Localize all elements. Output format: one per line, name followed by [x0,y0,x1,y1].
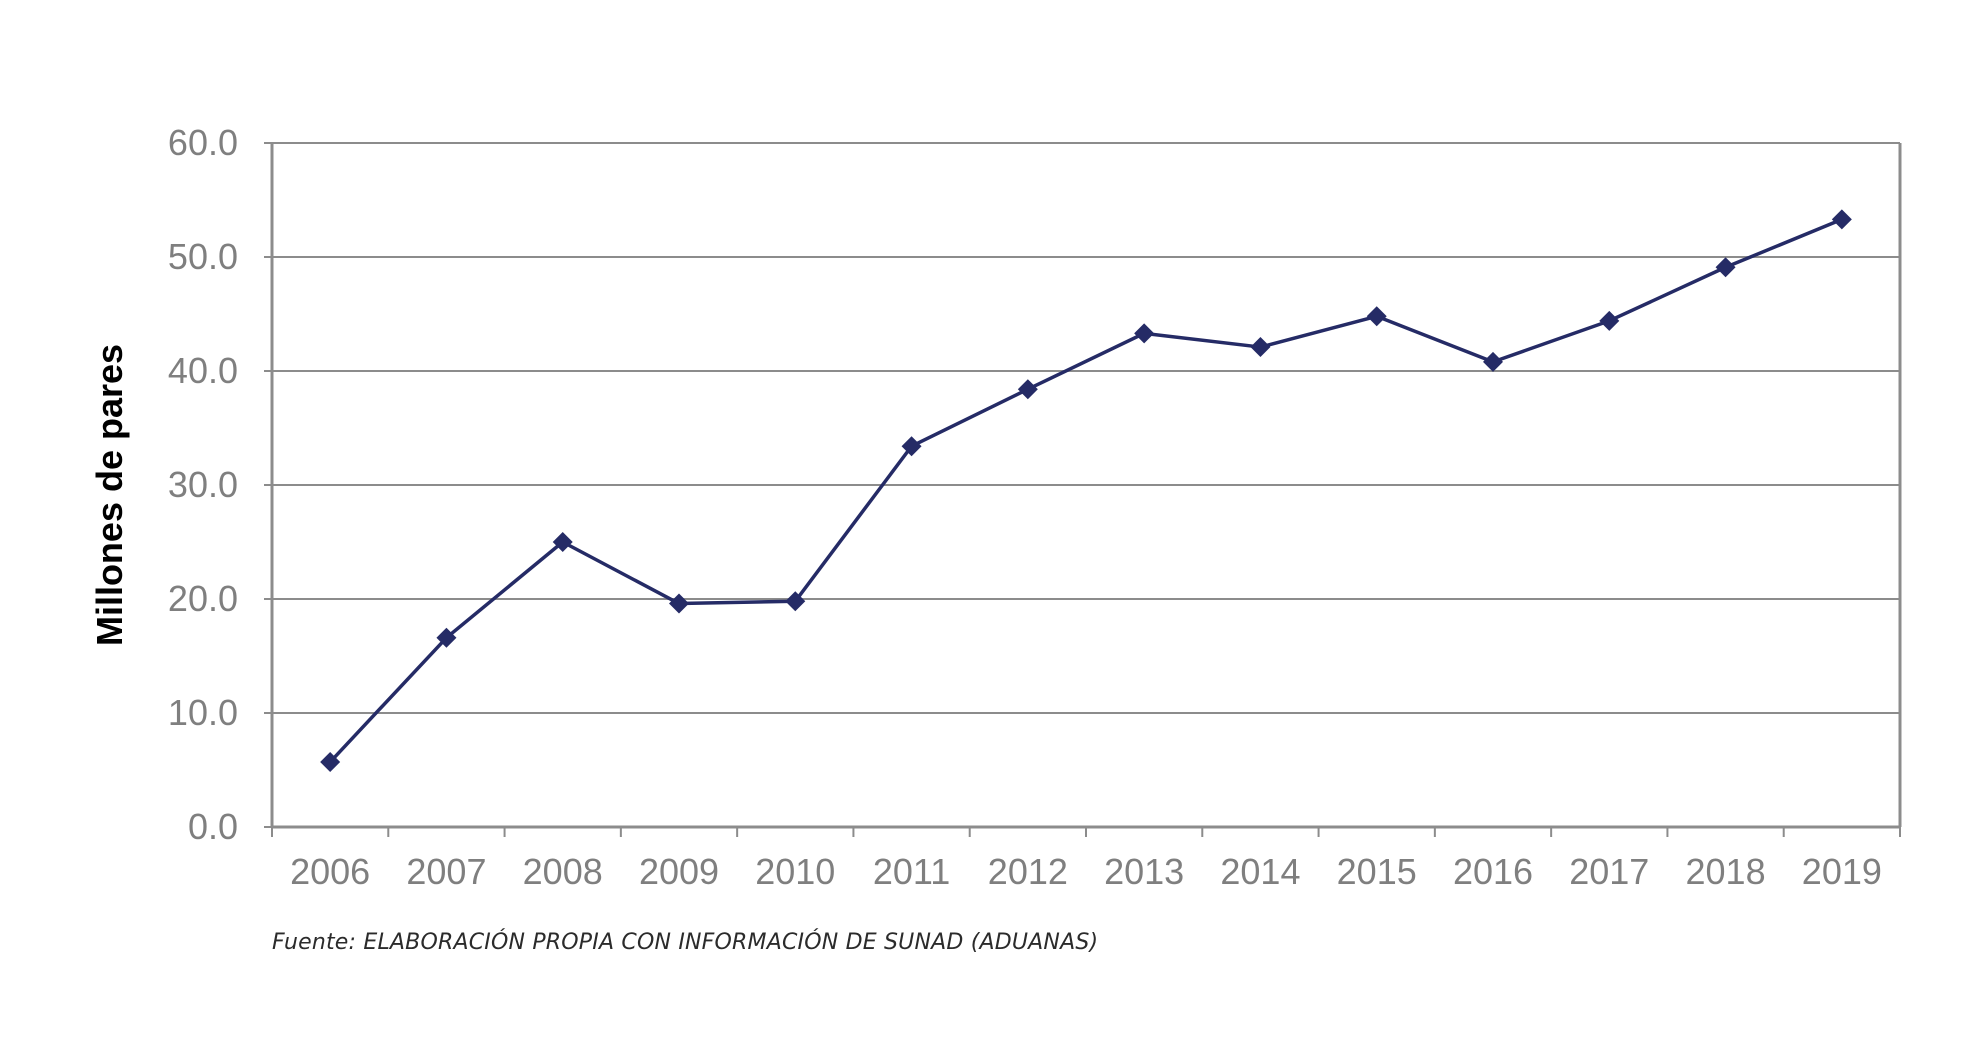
axes [264,142,1902,837]
x-tick-label: 2008 [523,851,603,892]
data-point-marker [785,591,806,612]
y-tick-label: 50.0 [168,236,238,277]
x-tick-label: 2011 [873,851,950,892]
data-point-marker [1134,323,1155,344]
x-tick-label: 2019 [1802,851,1882,892]
grid-lines [272,142,1900,714]
series-line [328,217,1843,764]
x-tick-label: 2009 [639,851,719,892]
y-tick-label: 0.0 [188,806,238,847]
x-tick-label: 2013 [1104,851,1184,892]
y-tick-label: 20.0 [168,578,238,619]
data-point-marker [1831,209,1852,230]
x-tick-label: 2014 [1220,851,1300,892]
data-series [320,209,1852,773]
y-tick-label: 60.0 [168,122,238,163]
x-tick-labels: 2006 2007 2008 2009 2010 2011 2012 2013 2014 2015… [290,851,1882,892]
x-tick-label: 2012 [988,851,1068,892]
source-note: Fuente: ELABORACIÓN PROPIA CON INFORMACI… [272,930,1099,955]
data-point-marker [1599,310,1620,331]
y-axis-label: Millones de pares [89,344,130,646]
data-point-marker [1483,351,1503,372]
data-point-marker [1250,337,1271,358]
x-tick-label: 2016 [1453,851,1533,892]
y-tick-labels: 0.0 10.0 20.0 30.0 40.0 50.0 60.0 [168,122,238,847]
data-point-marker [1017,379,1038,400]
data-point-marker [320,752,341,773]
x-tick-label: 2006 [290,851,370,892]
data-point-marker [436,627,457,648]
data-point-marker [669,593,689,614]
x-tick-label: 2010 [755,851,835,892]
x-tick-label: 2015 [1337,851,1417,892]
y-tick-label: 30.0 [168,464,238,505]
y-tick-label: 10.0 [168,692,238,733]
x-tick-label: 2007 [406,851,486,892]
data-point-marker [552,532,573,552]
x-tick-label: 2018 [1686,851,1766,892]
data-point-marker [901,436,922,457]
data-point-marker [1715,257,1736,278]
x-tick-label: 2017 [1569,851,1649,892]
y-tick-label: 40.0 [168,350,238,391]
data-point-marker [1366,306,1387,327]
